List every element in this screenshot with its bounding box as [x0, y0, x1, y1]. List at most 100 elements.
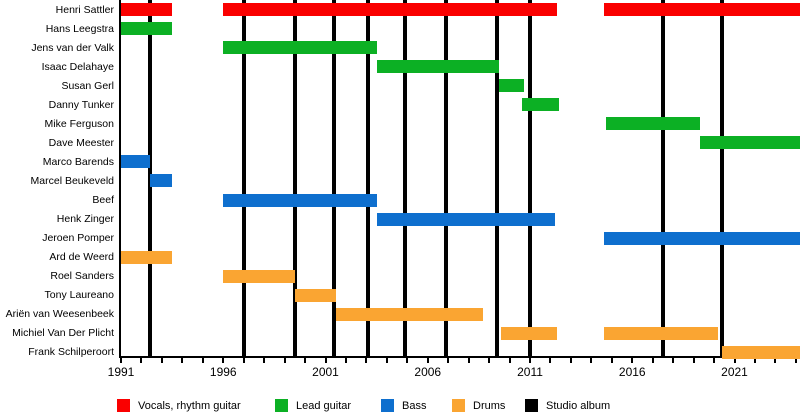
legend-item: Lead guitar: [275, 399, 351, 412]
axis-tick: [692, 358, 695, 363]
legend-swatch: [525, 399, 538, 412]
axis-tick: [365, 358, 368, 363]
tenure-bar-bass: [603, 231, 800, 245]
y-axis-line: [119, 0, 121, 358]
member-label: Beef: [92, 194, 114, 206]
axis-tick: [774, 358, 777, 363]
axis-tick: [651, 358, 654, 363]
studio-album-line: [528, 0, 532, 356]
axis-tick-label: 2021: [721, 365, 748, 379]
studio-album-line: [660, 0, 665, 356]
tenure-bar-lead_guitar: [376, 60, 500, 74]
tenure-bar-drums: [223, 269, 295, 283]
tenure-bar-drums: [335, 307, 483, 321]
legend-swatch: [381, 399, 394, 412]
axis-tick: [508, 358, 511, 363]
axis-tick-label: 2011: [517, 365, 543, 379]
axis-tick: [263, 358, 266, 363]
axis-tick: [529, 358, 531, 363]
legend-swatch: [117, 399, 130, 412]
legend-swatch: [452, 399, 465, 412]
tenure-bar-bass: [223, 193, 377, 207]
member-label: Tony Laureano: [44, 289, 114, 302]
studio-album-line: [331, 0, 336, 356]
tenure-bar-vocals_rhythm_guitar: [223, 3, 557, 16]
axis-tick-label: 1991: [107, 365, 135, 379]
tenure-bar-bass: [376, 212, 555, 226]
tenure-bar-lead_guitar: [121, 22, 173, 36]
legend-swatch: [275, 399, 288, 412]
member-label: Jens van der Valk: [31, 41, 114, 54]
axis-tick: [120, 358, 122, 363]
legend-item: Studio album: [525, 399, 610, 412]
tenure-bar-drums: [121, 250, 173, 264]
legend: Vocals, rhythm guitar Lead guitar Bass Drum…: [0, 399, 800, 415]
axis-tick: [672, 358, 675, 363]
axis-tick: [467, 358, 470, 363]
member-label: Roel Sanders: [50, 270, 114, 283]
legend-item: Drums: [452, 399, 505, 412]
studio-album-line: [366, 0, 371, 356]
axis-tick: [610, 358, 613, 363]
member-label: Hans Leegstra: [45, 22, 114, 35]
axis-tick: [549, 358, 552, 363]
axis-tick: [447, 358, 450, 363]
axis-tick: [181, 358, 184, 363]
axis-tick: [753, 358, 756, 363]
tenure-bar-drums: [501, 326, 557, 340]
axis-tick: [406, 358, 409, 363]
member-label: Isaac Delahaye: [41, 60, 114, 73]
tenure-bar-vocals_rhythm_guitar: [121, 3, 173, 16]
axis-tick-label: 1996: [209, 365, 237, 379]
member-label: Susan Gerl: [61, 79, 114, 92]
legend-item: Vocals, rhythm guitar: [117, 399, 241, 412]
tenure-bar-vocals_rhythm_guitar: [603, 3, 800, 16]
studio-album-line: [403, 0, 408, 356]
tenure-bar-lead_guitar: [605, 117, 700, 131]
axis-tick: [160, 358, 163, 363]
axis-tick: [222, 358, 225, 363]
axis-tick: [283, 358, 286, 363]
member-label: Ard de Weerd: [49, 251, 114, 264]
member-label: Henk Zinger: [56, 213, 114, 226]
tenure-bar-drums: [603, 326, 719, 340]
axis-tick-label: 2006: [414, 365, 442, 379]
legend-label: Drums: [473, 399, 506, 412]
axis-tick: [385, 358, 388, 363]
axis-tick: [794, 358, 797, 363]
axis-tick: [569, 358, 572, 363]
axis-tick: [201, 358, 204, 363]
member-label: Michiel Van Der Plicht: [12, 327, 114, 340]
studio-album-line: [720, 0, 725, 356]
legend-label: Studio album: [546, 399, 611, 412]
tenure-bar-bass: [121, 155, 150, 169]
member-label: Dave Meester: [48, 136, 114, 149]
legend-item: Bass: [381, 399, 426, 412]
axis-tick: [324, 358, 327, 363]
member-label: Danny Tunker: [48, 98, 114, 111]
axis-tick: [344, 358, 347, 363]
tenure-bar-lead_guitar: [223, 41, 377, 55]
axis-tick-label: 2016: [618, 365, 646, 379]
studio-album-line: [495, 0, 500, 356]
tenure-bar-lead_guitar: [699, 136, 800, 150]
axis-tick: [140, 358, 143, 363]
axis-tick: [426, 358, 429, 363]
member-label: Frank Schilperoort: [28, 346, 114, 359]
studio-album-line: [292, 0, 297, 356]
axis-tick: [304, 358, 307, 363]
x-axis-line: [119, 356, 798, 358]
legend-label: Bass: [402, 399, 427, 412]
tenure-bar-lead_guitar: [499, 79, 524, 93]
member-label: Jeroen Pomper: [42, 232, 114, 245]
tenure-bar-drums: [294, 288, 336, 302]
member-label: Ariën van Weesenbeek: [5, 308, 114, 321]
member-label: Henri Sattler: [55, 3, 114, 16]
member-label: Marcel Beukeveld: [30, 174, 114, 187]
axis-tick: [590, 358, 593, 363]
axis-tick: [713, 358, 716, 363]
axis-tick: [733, 358, 736, 363]
tenure-bar-bass: [149, 174, 173, 188]
tenure-bar-drums: [722, 345, 800, 359]
